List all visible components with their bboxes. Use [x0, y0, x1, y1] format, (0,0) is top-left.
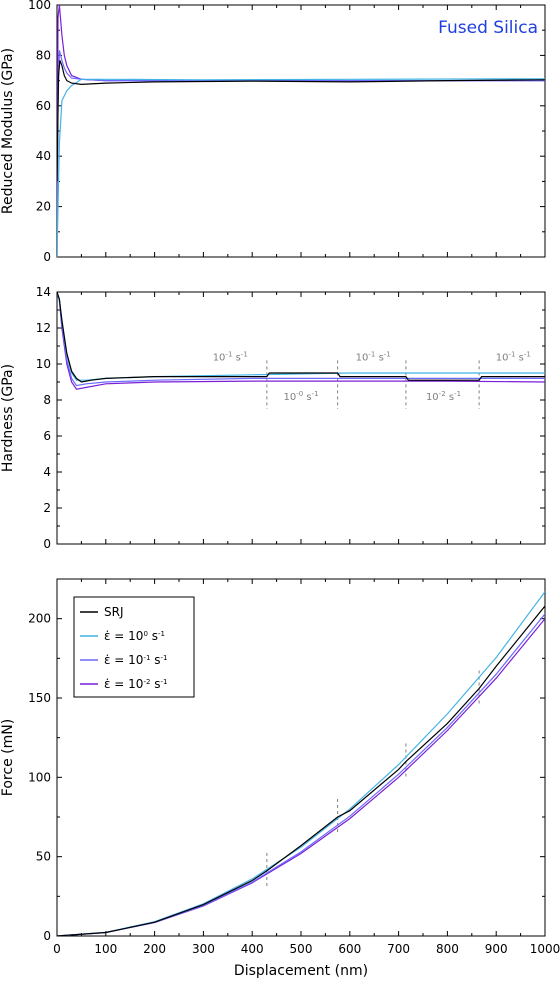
- material-label: Fused Silica: [438, 18, 538, 38]
- legend: SRJ ε̇ = 100 s-1 ε̇ = 10-1 s-1 ε̇ = 10-2 s-…: [73, 596, 195, 698]
- force-panel: 0 100 200 300 400 500 600 700 800 900 1000 0 50 100 15…: [0, 578, 560, 979]
- force-xtick-label: 1000: [530, 942, 560, 956]
- force-xtick-label: 100: [94, 942, 117, 956]
- modulus-ytick-label: 100: [28, 0, 51, 12]
- modulus-ytick-label: 20: [36, 200, 51, 214]
- hardness-series-rate0: [57, 292, 545, 381]
- force-xtick-label: 900: [485, 942, 508, 956]
- modulus-ytick-label: 80: [36, 48, 51, 62]
- force-xtick-label: 400: [241, 942, 264, 956]
- force-ytick-label: 100: [28, 770, 51, 784]
- modulus-axes-frame: [56, 4, 546, 258]
- hardness-ytick-label: 14: [36, 285, 51, 299]
- modulus-panel: 0 20 40 60 80 100 Reduced Modulus (GPa): [0, 0, 546, 264]
- legend-box: [73, 596, 195, 698]
- force-xtick-label: 600: [338, 942, 361, 956]
- modulus-ylabel: Reduced Modulus (GPa): [0, 48, 16, 214]
- modulus-series-rate2: [57, 5, 545, 257]
- legend-label-SRJ: SRJ: [104, 605, 124, 619]
- hardness-series-rate1: [57, 292, 545, 387]
- hardness-ytick-label: 8: [43, 393, 51, 407]
- hardness-ytick-label: 4: [43, 465, 51, 479]
- hardness-ytick-label: 6: [43, 429, 51, 443]
- force-ytick-label: 200: [28, 612, 51, 626]
- modulus-series-rate0: [57, 78, 545, 257]
- force-xtick-label: 200: [143, 942, 166, 956]
- legend-label-rate1: ε̇ = 10-1 s-1: [104, 653, 168, 667]
- force-ytick-label: 150: [28, 691, 51, 705]
- modulus-series-SRJ: [57, 60, 545, 182]
- force-ylabel: Force (mN): [0, 719, 16, 796]
- hardness-ytick-label: 2: [43, 501, 51, 515]
- hardness-ytick-label: 10: [36, 357, 51, 371]
- hardness-rate-annotation: 10-0 s-1: [283, 390, 318, 403]
- force-xtick-label: 300: [192, 942, 215, 956]
- hardness-ytick-label: 12: [36, 321, 51, 335]
- hardness-series-rate2: [57, 292, 545, 390]
- legend-label-rate0: ε̇ = 100 s-1: [104, 629, 165, 643]
- hardness-rate-annotation: 10-2 s-1: [426, 390, 461, 403]
- force-xtick-label: 0: [53, 942, 61, 956]
- force-xtick-label: 500: [290, 942, 313, 956]
- hardness-series-SRJ: [57, 292, 545, 383]
- force-xtick-label: 700: [387, 942, 410, 956]
- force-ytick-label: 50: [36, 850, 51, 864]
- modulus-series-rate1: [57, 50, 545, 257]
- modulus-ytick-label: 0: [43, 250, 51, 264]
- hardness-panel: 0 2 4 6 8 10 12 14 Hardness (GPa) 10-1 s-1 10-0 s-…: [0, 285, 546, 551]
- hardness-axes-frame: [56, 291, 546, 545]
- force-series-SRJ: [57, 605, 545, 936]
- modulus-ytick-label: 40: [36, 149, 51, 163]
- hardness-ytick-label: 0: [43, 537, 51, 551]
- hardness-rate-annotation: 10-1 s-1: [496, 350, 531, 363]
- force-xlabel: Displacement (nm): [234, 963, 368, 979]
- modulus-ytick-label: 60: [36, 99, 51, 113]
- hardness-rate-annotation: 10-1 s-1: [213, 350, 248, 363]
- hardness-rate-annotation: 10-1 s-1: [356, 350, 391, 363]
- force-ytick-label: 0: [43, 929, 51, 943]
- hardness-ylabel: Hardness (GPa): [0, 364, 16, 472]
- force-xtick-label: 800: [436, 942, 459, 956]
- legend-label-rate2: ε̇ = 10-2 s-1: [104, 677, 168, 691]
